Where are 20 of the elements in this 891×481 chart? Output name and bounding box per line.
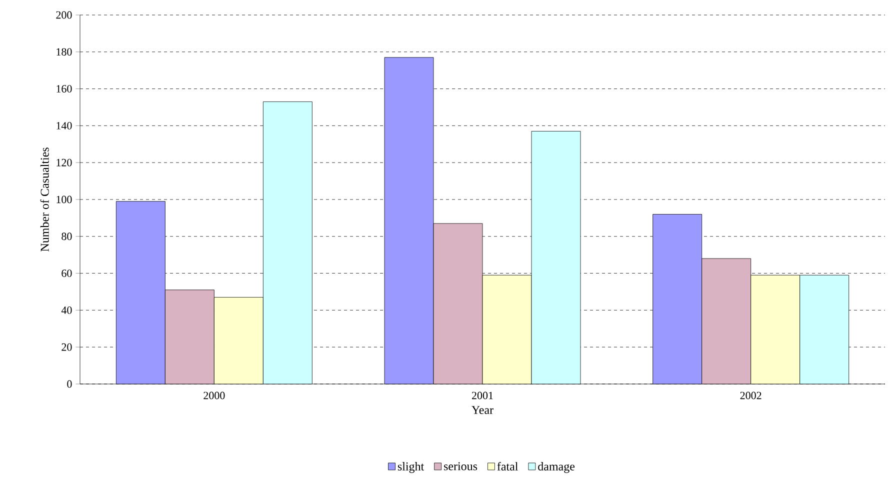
y-tick-label: 40: [61, 306, 72, 314]
y-tick-label: 60: [62, 270, 72, 278]
y-axis-title: Number of Casualties: [40, 148, 49, 252]
y-tick-label: 100: [56, 196, 72, 204]
y-tick-label: 180: [56, 48, 72, 56]
legend-label: slight: [398, 462, 424, 473]
y-tick-label: 120: [56, 158, 72, 166]
y-tick-label: 0: [67, 380, 72, 388]
x-tick-label: 2001: [472, 392, 493, 400]
y-tick-label: 20: [62, 343, 72, 351]
legend-label: damage: [538, 462, 575, 473]
legend-label: fatal: [497, 462, 518, 471]
x-tick-label: 2002: [740, 392, 762, 400]
x-axis-title: Year: [472, 406, 494, 414]
legend-label: serious: [444, 462, 478, 470]
y-tick-label: 160: [56, 85, 72, 93]
y-tick-label: 80: [62, 232, 72, 240]
x-tick-label: 2000: [204, 392, 225, 400]
y-tick-label: 200: [56, 11, 72, 19]
y-tick-label: 140: [56, 122, 72, 130]
